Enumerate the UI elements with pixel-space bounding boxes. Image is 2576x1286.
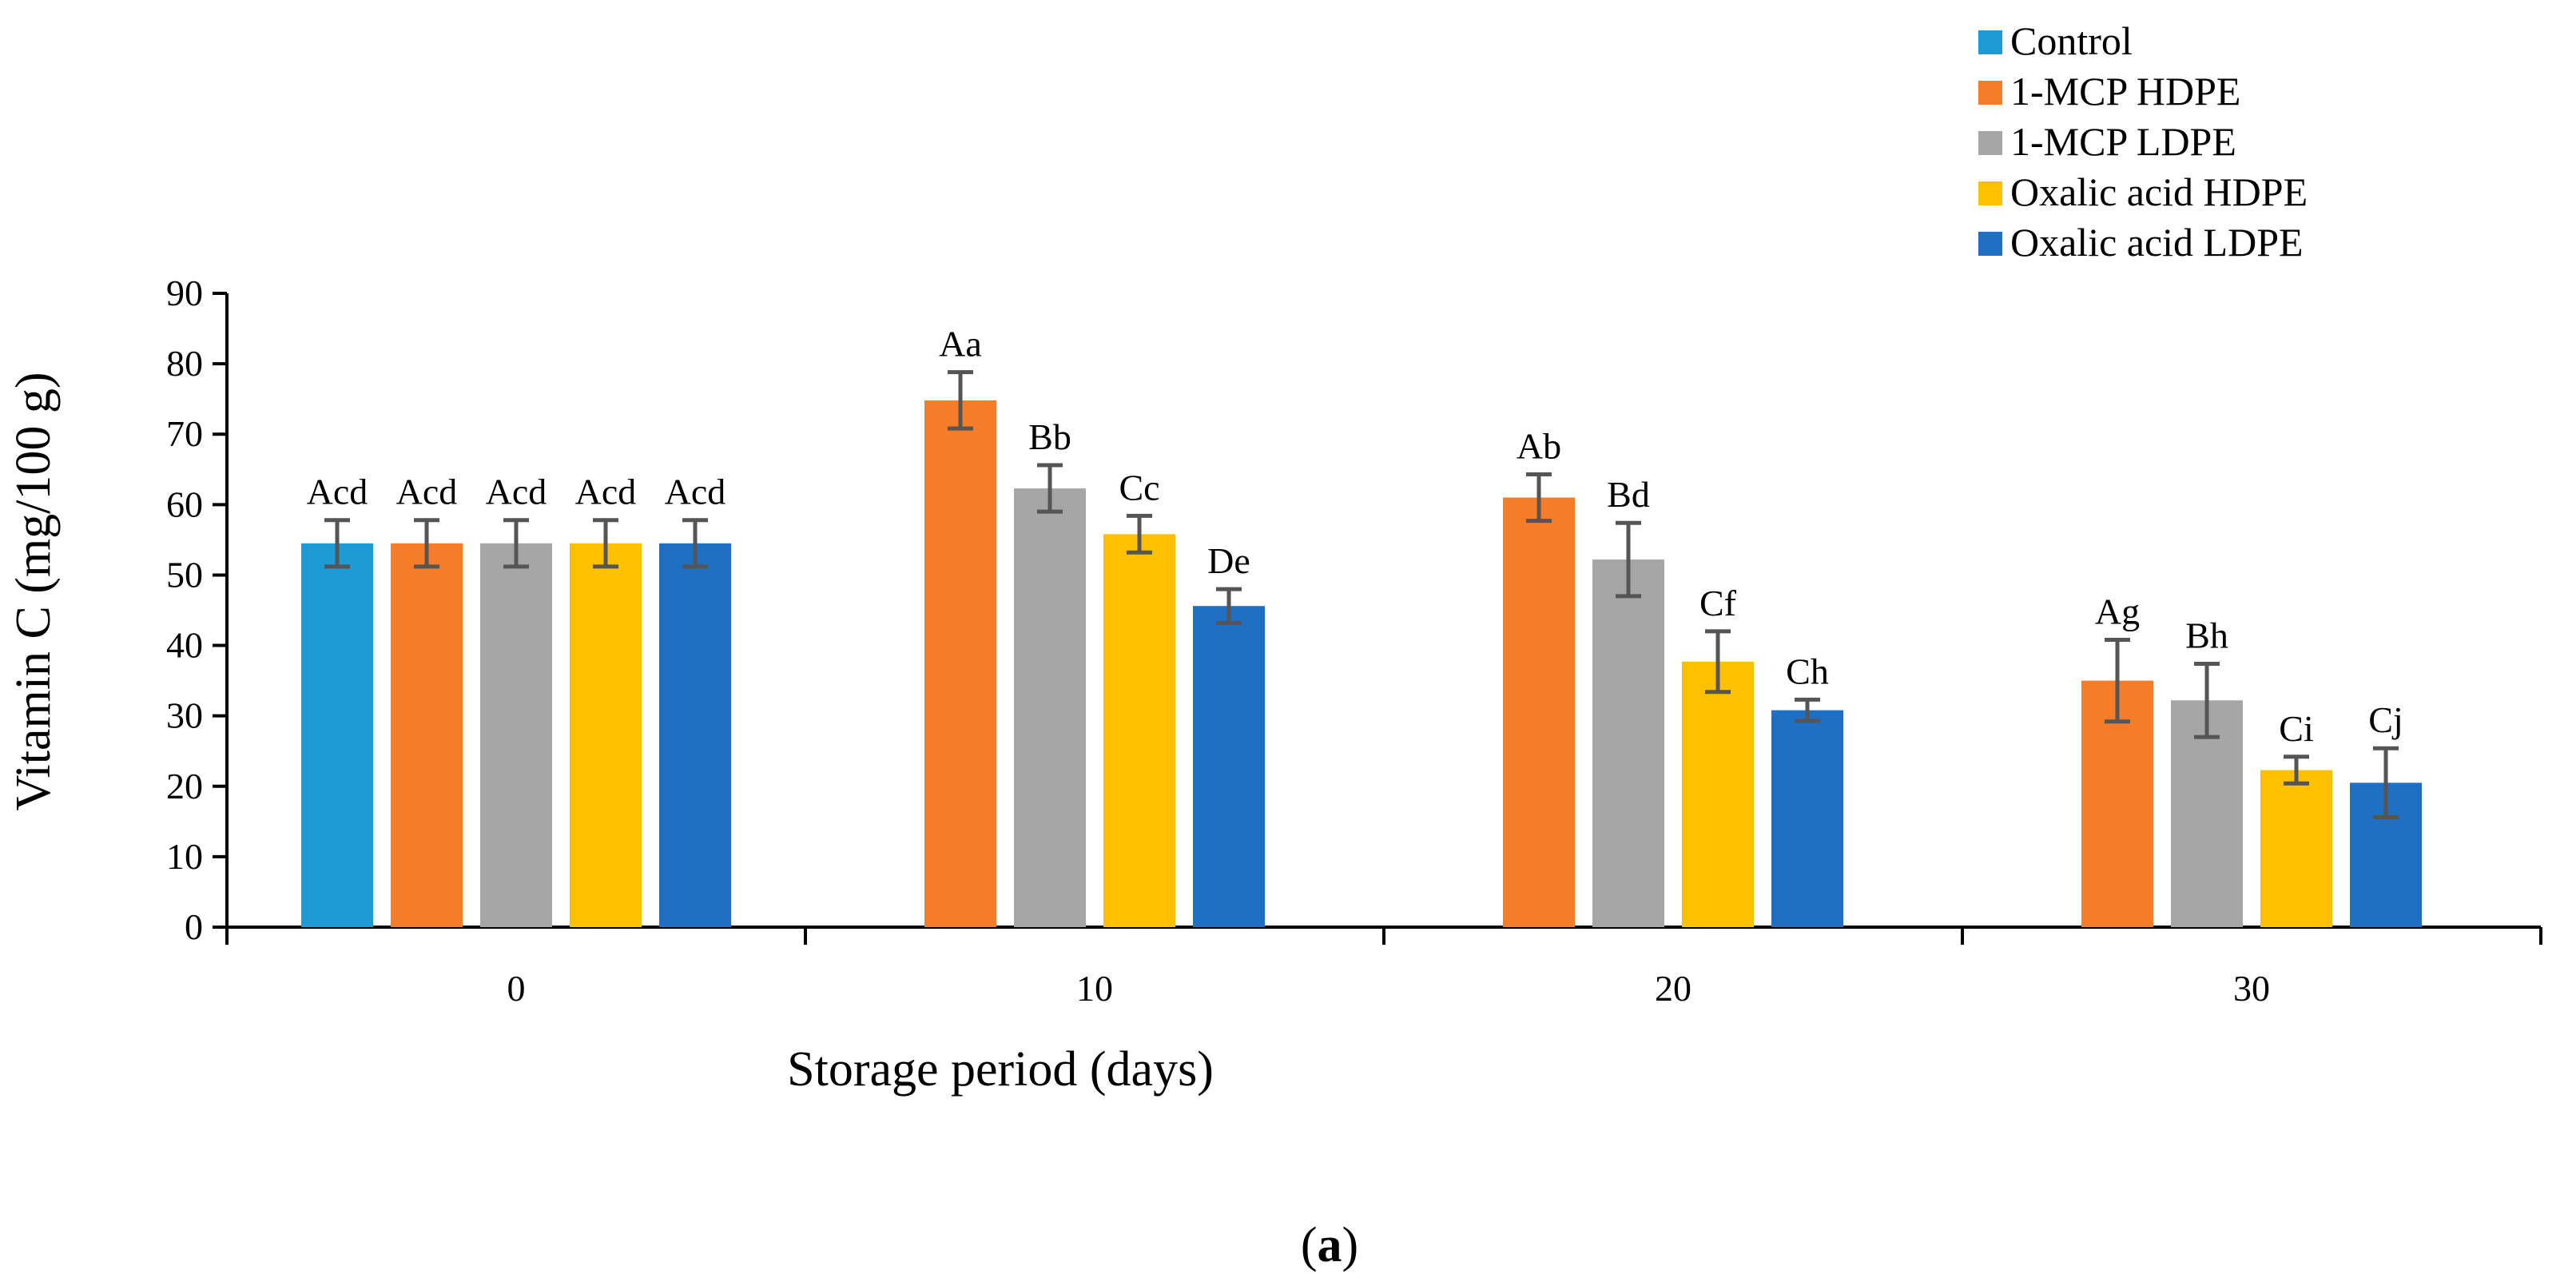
legend-label-1-mcp-hdpe: 1-MCP HDPE xyxy=(2010,69,2240,113)
y-tick-label: 50 xyxy=(166,554,203,595)
bar-control-day-0 xyxy=(301,543,373,927)
y-tick-label: 40 xyxy=(166,625,203,666)
data-label-oxalic-acid-ldpe-day-30: Cj xyxy=(2368,699,2403,740)
y-tick-label: 80 xyxy=(166,343,203,384)
bar-oxalic-acid-ldpe-day-0 xyxy=(659,543,731,927)
data-label-oxalic-acid-ldpe-day-10: De xyxy=(1207,540,1250,581)
data-label-oxalic-acid-hdpe-day-10: Cc xyxy=(1119,467,1159,508)
data-label-oxalic-acid-hdpe-day-0: Acd xyxy=(575,472,637,512)
data-label-control-day-0: Acd xyxy=(307,472,368,512)
x-tick-label-30: 30 xyxy=(2233,968,2270,1009)
y-axis-title: Vitamin C (mg/100 g) xyxy=(6,372,61,810)
legend-swatch-oxalic-acid-ldpe xyxy=(1978,232,2002,256)
data-label-1-mcp-ldpe-day-20: Bd xyxy=(1607,474,1650,515)
legend-swatch-oxalic-acid-hdpe xyxy=(1978,181,2002,205)
data-label-1-mcp-hdpe-day-30: Ag xyxy=(2095,591,2140,632)
bar-1-mcp-ldpe-day-10 xyxy=(1014,488,1086,927)
x-tick-label-0: 0 xyxy=(507,968,526,1009)
bar-oxalic-acid-hdpe-day-30 xyxy=(2260,770,2332,927)
data-label-1-mcp-ldpe-day-0: Acd xyxy=(486,472,547,512)
legend-label-control: Control xyxy=(2010,18,2133,63)
caption-open-paren: ( xyxy=(1301,1218,1318,1272)
caption-letter: a xyxy=(1318,1218,1342,1272)
y-tick-label: 70 xyxy=(166,413,203,454)
y-tick-label: 60 xyxy=(166,484,203,524)
bar-1-mcp-hdpe-day-10 xyxy=(924,400,996,927)
bar-oxalic-acid-hdpe-day-20 xyxy=(1682,661,1754,927)
data-label-oxalic-acid-ldpe-day-0: Acd xyxy=(665,472,726,512)
y-tick-label: 90 xyxy=(166,273,203,313)
data-label-oxalic-acid-hdpe-day-30: Ci xyxy=(2279,708,2313,749)
bar-oxalic-acid-ldpe-day-20 xyxy=(1771,710,1843,927)
legend-label-1-mcp-ldpe: 1-MCP LDPE xyxy=(2010,119,2236,164)
x-axis-title: Storage period (days) xyxy=(787,1042,1214,1097)
y-axis: 0 10 20 30 40 50 60 70 80 90 xyxy=(166,273,229,947)
bars xyxy=(301,370,2422,927)
legend-label-oxalic-acid-hdpe: Oxalic acid HDPE xyxy=(2010,169,2308,214)
x-tick-label-10: 10 xyxy=(1076,968,1113,1009)
legend-swatch-1-mcp-ldpe xyxy=(1978,131,2002,155)
legend-swatch-control xyxy=(1978,30,2002,54)
data-label-1-mcp-ldpe-day-10: Bb xyxy=(1028,416,1071,457)
caption-close-paren: ) xyxy=(1342,1218,1359,1272)
data-label-1-mcp-ldpe-day-30: Bh xyxy=(2185,615,2228,655)
bar-1-mcp-hdpe-day-20 xyxy=(1503,497,1575,927)
bar-oxalic-acid-hdpe-day-0 xyxy=(570,543,642,927)
legend-label-oxalic-acid-ldpe: Oxalic acid LDPE xyxy=(2010,220,2304,265)
y-tick-label: 0 xyxy=(185,906,203,947)
y-tick-label: 10 xyxy=(166,836,203,877)
figure-caption: (a) xyxy=(1301,1218,1358,1272)
legend: Control 1-MCP HDPE 1-MCP LDPE Oxalic acid H… xyxy=(1978,18,2308,265)
data-label-oxalic-acid-ldpe-day-20: Ch xyxy=(1786,651,1829,691)
x-axis: 0 10 20 30 xyxy=(225,926,2542,1009)
y-tick-label: 20 xyxy=(166,766,203,806)
bar-oxalic-acid-hdpe-day-10 xyxy=(1103,534,1175,927)
bar-oxalic-acid-ldpe-day-10 xyxy=(1193,606,1265,927)
legend-swatch-1-mcp-hdpe xyxy=(1978,81,2002,105)
data-label-1-mcp-hdpe-day-0: Acd xyxy=(396,472,458,512)
bar-1-mcp-hdpe-day-0 xyxy=(391,543,463,927)
data-labels: Acd Acd Acd Acd Acd Aa Bb Cc De Ab Bd Cf Ch Ag Bh Ci Cj xyxy=(307,324,2403,749)
bar-1-mcp-ldpe-day-0 xyxy=(480,543,552,927)
data-label-1-mcp-hdpe-day-20: Ab xyxy=(1517,425,1561,466)
x-tick-label-20: 20 xyxy=(1655,968,1691,1009)
data-label-oxalic-acid-hdpe-day-20: Cf xyxy=(1699,583,1737,623)
bar-1-mcp-ldpe-day-20 xyxy=(1592,559,1664,927)
data-label-1-mcp-hdpe-day-10: Aa xyxy=(939,324,982,364)
y-tick-label: 30 xyxy=(166,695,203,736)
